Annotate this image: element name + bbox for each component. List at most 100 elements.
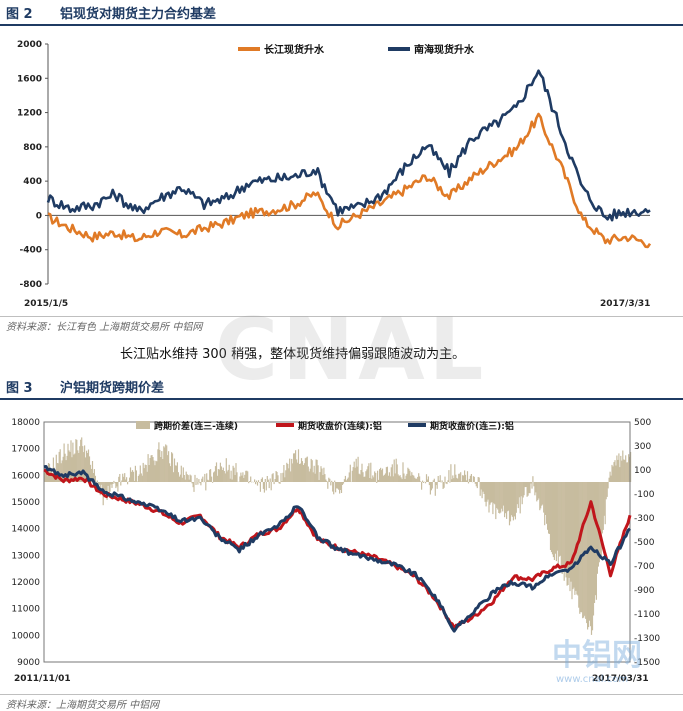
spread-bar (449, 482, 451, 483)
spread-bar (188, 479, 190, 482)
spread-bar (202, 476, 204, 482)
spread-bar (478, 477, 480, 482)
y-tick-label: 400 (23, 177, 42, 187)
spread-bar (216, 475, 219, 482)
spread-bar (402, 462, 404, 482)
spread-bar (45, 469, 47, 482)
spread-bar (176, 462, 178, 482)
spread-bar (390, 467, 392, 482)
spread-bar (441, 480, 443, 482)
spread-bar (100, 482, 102, 485)
spread-bar (154, 465, 156, 482)
spread-bar (329, 478, 331, 482)
spread-bar (569, 482, 571, 592)
spread-bar (429, 482, 431, 495)
spread-bar (142, 462, 144, 482)
spread-bar (219, 462, 221, 482)
spread-bar (345, 480, 347, 482)
spread-bar (321, 468, 323, 482)
spread-bar (199, 482, 201, 484)
spread-bar (623, 459, 625, 482)
spread-bar (456, 477, 458, 482)
spread-bar (598, 482, 600, 563)
spread-bar (558, 482, 560, 557)
y-tick-label: 10000 (11, 631, 40, 641)
spread-bar (571, 482, 573, 600)
spread-bar (269, 478, 271, 482)
spread-bar (284, 477, 286, 482)
spread-bar (277, 475, 279, 482)
spread-bar (622, 450, 624, 482)
spread-bar (400, 477, 402, 482)
spread-bar (221, 470, 223, 482)
spread-bar (86, 450, 88, 482)
spread-bar (545, 482, 547, 515)
spread-bar (510, 482, 512, 516)
spread-bar (498, 482, 500, 513)
spread-bar (563, 482, 565, 581)
spread-bar (513, 482, 515, 517)
spread-bar (488, 482, 490, 513)
spread-bar (273, 482, 275, 485)
spread-bar (163, 446, 165, 482)
y2-tick-label: -300 (634, 514, 655, 524)
spread-bar (472, 476, 474, 482)
spread-bar (517, 482, 519, 509)
spread-bar (445, 482, 447, 484)
spread-bar (297, 449, 300, 482)
spread-bar (409, 470, 411, 482)
spread-bar (537, 482, 539, 500)
spread-bar (487, 482, 489, 500)
spread-bar (319, 472, 321, 482)
spread-bar (610, 475, 612, 482)
spread-bar (492, 482, 494, 515)
spread-bar (302, 465, 304, 482)
spread-bar (575, 482, 577, 591)
figure2-x-start-label: 2015/1/5 (24, 299, 68, 309)
spread-bar (587, 482, 589, 630)
figure3-legend: 跨期价差(连三-连续) 期货收盘价(连续):铝 期货收盘价(连三):铝 (136, 420, 514, 432)
spread-bar (566, 482, 568, 586)
spread-bar (457, 478, 459, 482)
spread-bar (121, 480, 123, 482)
spread-bar (191, 482, 193, 484)
spread-bar (509, 482, 512, 522)
spread-bar (341, 482, 344, 485)
spread-bar (171, 452, 173, 482)
spread-bar (157, 449, 159, 482)
spread-bar (274, 479, 276, 482)
spread-bar (185, 471, 187, 482)
spread-bar (601, 482, 603, 534)
spread-bar (215, 462, 218, 482)
spread-bar (514, 482, 516, 520)
spread-bar (106, 482, 108, 500)
spread-bar (501, 482, 503, 509)
y2-tick-label: -700 (634, 562, 655, 572)
spread-bar (75, 439, 77, 482)
spread-bar (368, 463, 370, 482)
spread-bar (177, 472, 179, 482)
spread-bar (71, 457, 73, 482)
spread-bar (290, 471, 292, 482)
spread-bar (241, 475, 243, 482)
y-tick-label: 18000 (11, 418, 40, 428)
spread-bar (554, 482, 556, 554)
spread-bar (62, 456, 64, 482)
spread-bar (94, 475, 96, 482)
spread-bar (378, 479, 380, 482)
spread-bar (169, 463, 171, 482)
spread-bar (316, 459, 318, 482)
spread-bar (130, 471, 133, 482)
spread-bar (197, 482, 199, 485)
spread-bar (255, 482, 257, 485)
spread-bar (255, 480, 258, 482)
spread-bar (479, 482, 481, 496)
spread-bar (232, 465, 234, 482)
spread-bar (50, 471, 52, 482)
spread-bar (304, 458, 306, 482)
y-tick-label: 13000 (11, 551, 40, 561)
spread-bar (494, 482, 496, 505)
spread-bar (224, 473, 226, 482)
spread-bar (77, 450, 79, 482)
spread-bar (315, 459, 317, 482)
